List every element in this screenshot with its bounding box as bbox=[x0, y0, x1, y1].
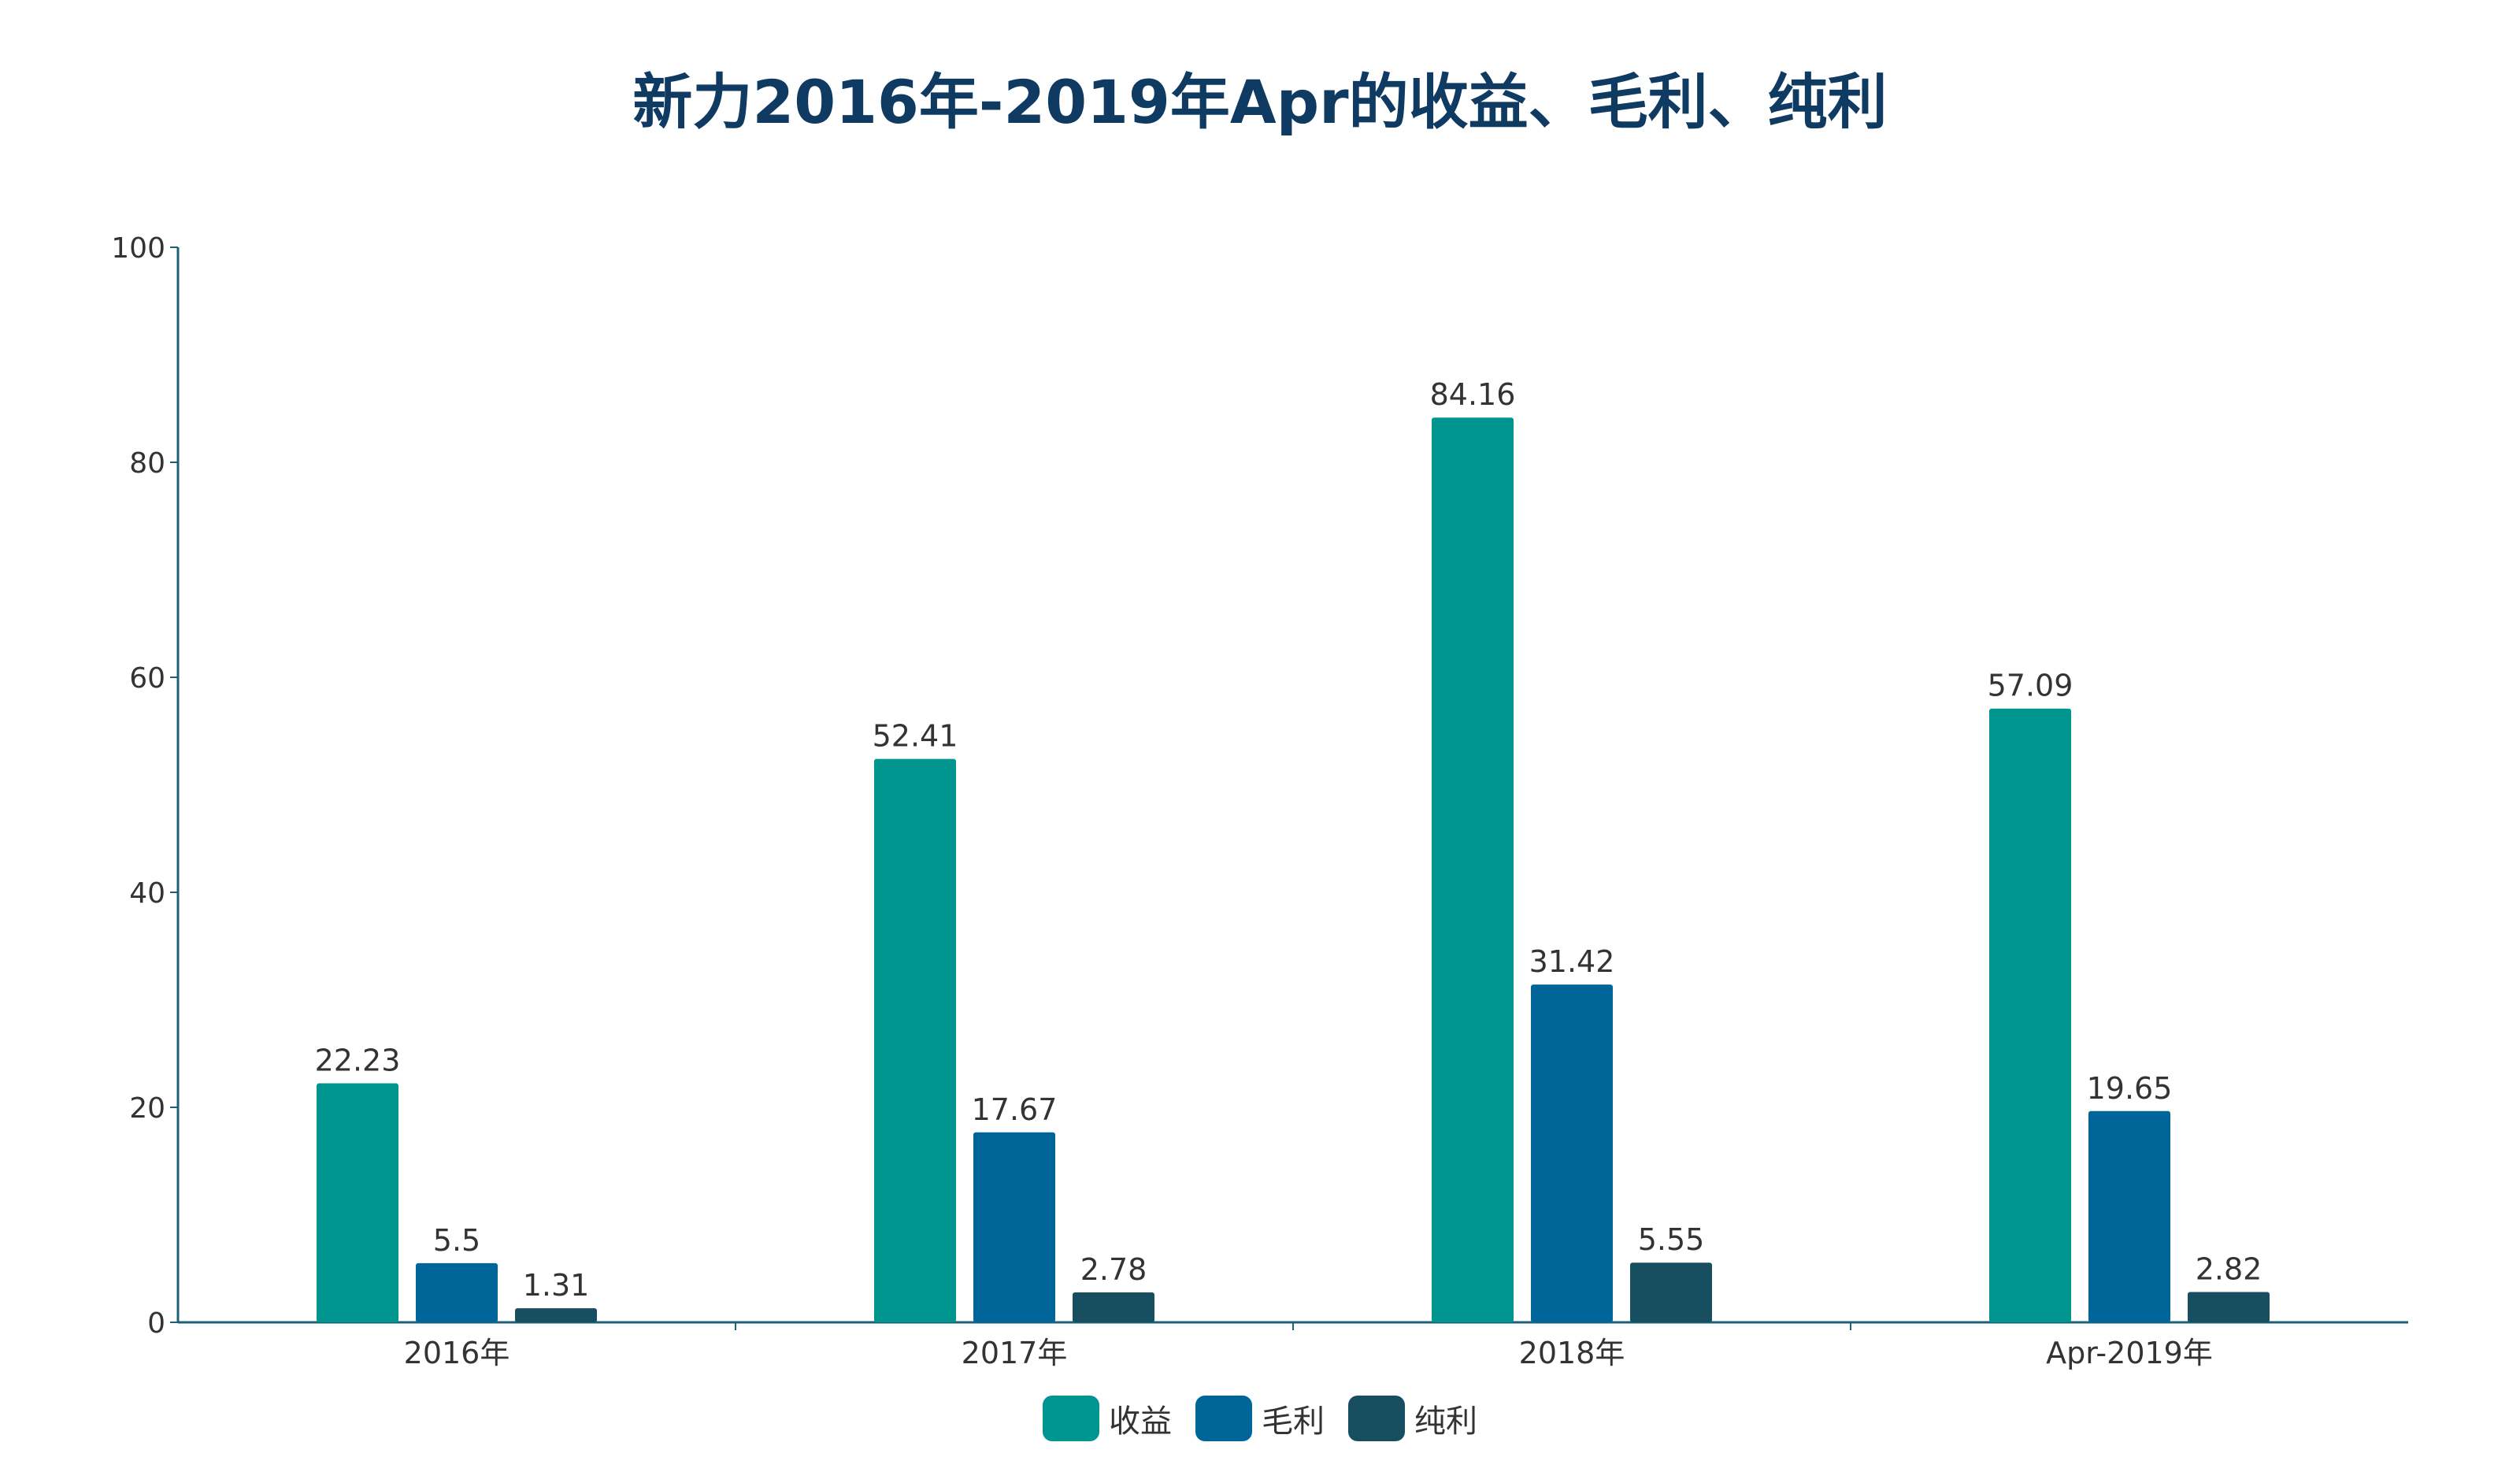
data-label: 2.78 bbox=[1080, 1252, 1147, 1287]
y-tick-label: 100 bbox=[111, 232, 165, 265]
bar-gross-profit bbox=[1531, 984, 1613, 1322]
bar-revenue bbox=[1432, 417, 1514, 1322]
y-tick-label: 0 bbox=[147, 1307, 165, 1340]
data-label: 2.82 bbox=[2196, 1252, 2262, 1287]
y-tick-label: 20 bbox=[129, 1092, 165, 1125]
legend-label: 收益 bbox=[1109, 1403, 1172, 1440]
legend-swatch bbox=[1348, 1396, 1405, 1441]
y-tick-label: 80 bbox=[129, 447, 165, 480]
legend-item-revenue[interactable]: 收益 bbox=[1043, 1396, 1172, 1441]
data-label: 5.55 bbox=[1638, 1222, 1705, 1257]
bar-revenue bbox=[1989, 708, 2071, 1322]
data-label: 31.42 bbox=[1529, 944, 1615, 979]
bars bbox=[317, 417, 2270, 1322]
chart-title: 新力2016年-2019年Apr的收益、毛利、纯利 bbox=[632, 67, 1888, 137]
bar-revenue bbox=[874, 758, 956, 1322]
data-label: 19.65 bbox=[2087, 1071, 2173, 1106]
legend: 收益 毛利 纯利 bbox=[0, 1396, 2520, 1441]
legend-swatch bbox=[1195, 1396, 1252, 1441]
x-tick-label: Apr-2019年 bbox=[2046, 1336, 2213, 1370]
legend-label: 纯利 bbox=[1414, 1403, 1477, 1440]
data-label: 22.23 bbox=[315, 1044, 401, 1078]
legend-item-net-profit[interactable]: 纯利 bbox=[1348, 1396, 1477, 1441]
data-label: 17.67 bbox=[972, 1092, 1058, 1127]
bar-gross-profit bbox=[2088, 1110, 2170, 1322]
bar-revenue bbox=[317, 1083, 398, 1322]
x-tick-label: 2018年 bbox=[1519, 1336, 1625, 1370]
data-label: 84.16 bbox=[1430, 377, 1516, 412]
y-axis: 0 20 40 60 80 100 bbox=[111, 232, 180, 1340]
bar-net-profit bbox=[515, 1308, 597, 1322]
x-tick-label: 2017年 bbox=[962, 1336, 1068, 1370]
bar-gross-profit bbox=[973, 1132, 1055, 1322]
bar-net-profit bbox=[1073, 1292, 1154, 1322]
y-tick-label: 40 bbox=[129, 877, 165, 910]
legend-swatch bbox=[1043, 1396, 1099, 1441]
x-axis: 2016年 2017年 2018年 Apr-2019年 bbox=[178, 1321, 2408, 1370]
data-label: 1.31 bbox=[523, 1268, 590, 1303]
data-label: 52.41 bbox=[873, 719, 958, 754]
bar-net-profit bbox=[1630, 1262, 1712, 1322]
bar-gross-profit bbox=[416, 1262, 498, 1322]
data-label: 5.5 bbox=[433, 1223, 480, 1258]
legend-item-gross-profit[interactable]: 毛利 bbox=[1195, 1396, 1325, 1441]
bar-net-profit bbox=[2188, 1292, 2270, 1322]
x-tick-label: 2016年 bbox=[404, 1336, 510, 1370]
data-labels: 22.23 5.5 1.31 52.41 17.67 2.78 84.16 31.42 5.55… bbox=[315, 377, 2262, 1303]
legend-label: 毛利 bbox=[1262, 1403, 1325, 1440]
y-tick-label: 60 bbox=[129, 662, 165, 695]
data-label: 57.09 bbox=[1988, 669, 2073, 703]
